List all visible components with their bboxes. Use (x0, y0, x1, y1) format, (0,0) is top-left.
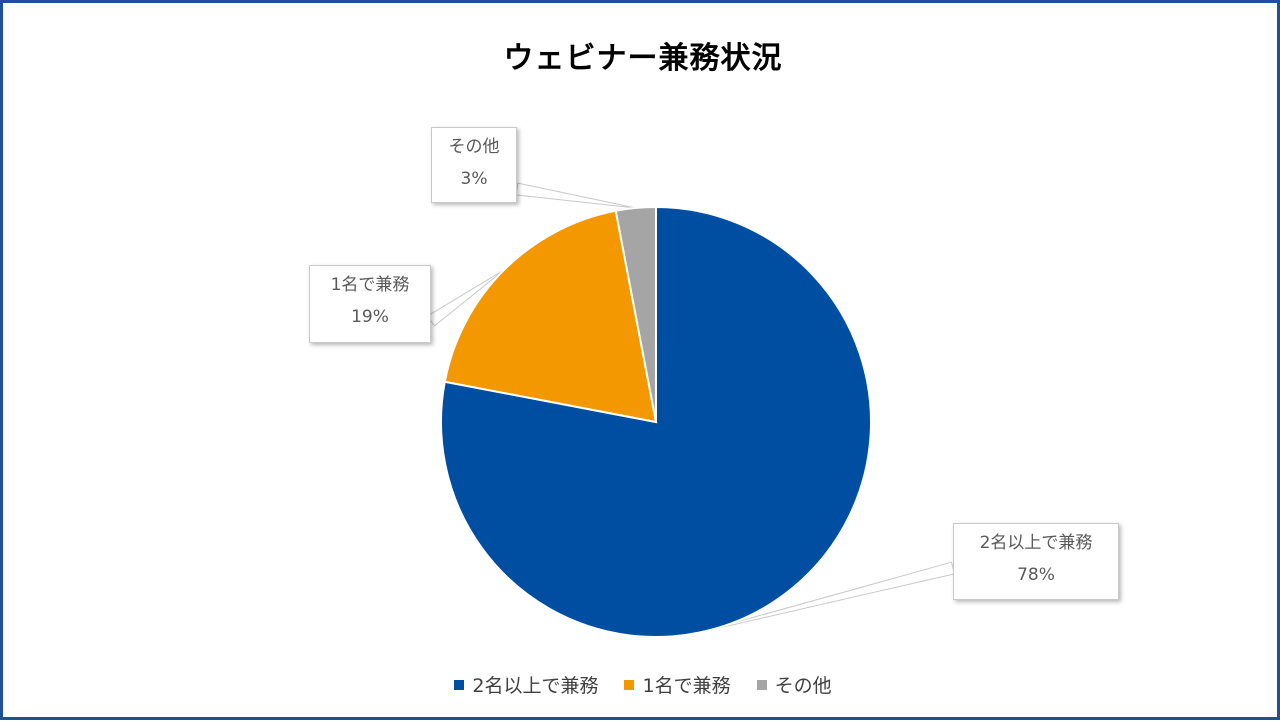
legend-item-other: その他 (756, 671, 832, 698)
pie-chart (426, 182, 956, 638)
data-label-other: その他 3% (431, 127, 517, 203)
legend-swatch-1person (624, 679, 635, 690)
data-label-1person-value: 19% (351, 307, 389, 327)
pie-slice-other (614, 205, 657, 423)
data-label-1person-category: 1名で兼務 (330, 275, 410, 295)
leader-line-1person (426, 269, 505, 327)
pie-slices (440, 205, 872, 638)
chart-legend: 2名以上で兼務 1名で兼務 その他 (3, 671, 1280, 698)
legend-item-2plus: 2名以上で兼務 (454, 671, 598, 698)
pie-slice-1person (443, 209, 658, 424)
data-label-2plus: 2名以上で兼務 78% (953, 523, 1119, 600)
data-label-1person: 1名で兼務 19% (309, 265, 431, 343)
legend-swatch-2plus (454, 679, 465, 690)
leader-line-other (515, 182, 636, 209)
legend-label-1person: 1名で兼務 (642, 675, 731, 697)
chart-title: ウェビナー兼務状況 (503, 41, 783, 76)
data-label-other-value: 3% (460, 169, 488, 189)
legend-item-1person: 1名で兼務 (624, 671, 731, 698)
data-label-2plus-value: 78% (1017, 565, 1055, 585)
data-label-2plus-category: 2名以上で兼務 (979, 533, 1093, 553)
data-label-other-category: その他 (448, 137, 500, 157)
legend-swatch-other (756, 679, 767, 690)
legend-label-2plus: 2名以上で兼務 (472, 675, 599, 697)
legend-label-other: その他 (774, 675, 832, 697)
